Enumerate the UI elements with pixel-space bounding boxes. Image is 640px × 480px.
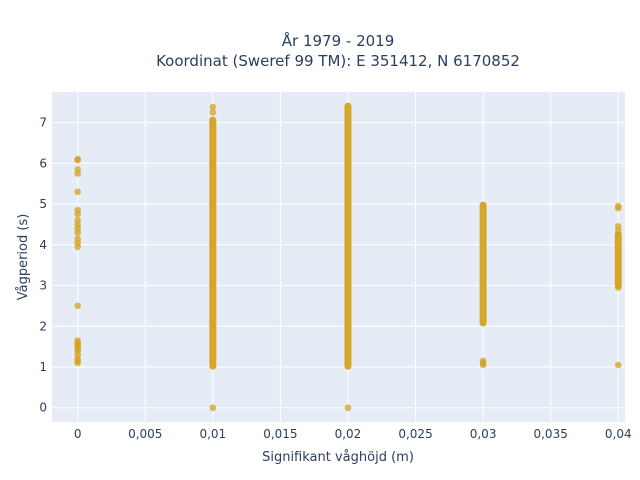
data-point [74, 302, 81, 310]
data-point [614, 227, 622, 234]
chart-title-line1: År 1979 - 2019 [282, 31, 395, 50]
data-point [74, 243, 81, 251]
data-point-cluster [344, 102, 352, 370]
data-point [209, 103, 217, 111]
data-point [479, 361, 487, 369]
x-axis-ticks: 0 0,005 0,01 0,015 0,02 0,025 0,03 0,035 0,04 [74, 427, 632, 441]
y-axis-title: Vågperiod (s) [16, 214, 31, 301]
y-tick-label: 3 [39, 279, 47, 293]
data-point [74, 188, 81, 196]
data-point [74, 359, 81, 367]
y-axis-ticks: 0 1 2 3 4 5 6 7 [39, 116, 47, 415]
y-tick-label: 5 [39, 197, 47, 211]
data-markers [74, 102, 622, 412]
data-point [209, 109, 217, 116]
x-tick-label: 0,035 [533, 427, 567, 441]
x-tick-label: 0,025 [398, 427, 432, 441]
data-point-cluster [209, 116, 217, 370]
x-axis-title: Signifikant våghöjd (m) [262, 450, 414, 465]
data-point [614, 284, 622, 291]
x-tick-label: 0,03 [470, 427, 497, 441]
x-tick-label: 0,005 [128, 427, 162, 441]
plot-area [52, 92, 625, 422]
data-point [74, 170, 81, 177]
data-point [74, 210, 81, 218]
data-point [614, 204, 622, 212]
y-tick-label: 2 [39, 319, 47, 333]
data-point [209, 404, 217, 412]
data-point [614, 361, 622, 369]
y-tick-label: 4 [39, 238, 47, 252]
data-point [74, 156, 81, 164]
data-point [74, 229, 81, 236]
x-tick-label: 0,01 [199, 427, 226, 441]
y-tick-label: 6 [39, 156, 47, 170]
y-tick-label: 0 [39, 401, 47, 415]
y-tick-label: 7 [39, 116, 47, 130]
x-tick-label: 0 [74, 427, 82, 441]
y-tick-label: 1 [39, 360, 47, 374]
x-tick-label: 0,02 [335, 427, 362, 441]
chart-title-line2: Koordinat (Sweref 99 TM): E 351412, N 61… [156, 52, 520, 70]
data-point-cluster [479, 201, 487, 327]
data-point-cluster [614, 231, 622, 290]
x-tick-label: 0,015 [263, 427, 297, 441]
data-point [344, 404, 352, 412]
x-tick-label: 0,04 [605, 427, 632, 441]
